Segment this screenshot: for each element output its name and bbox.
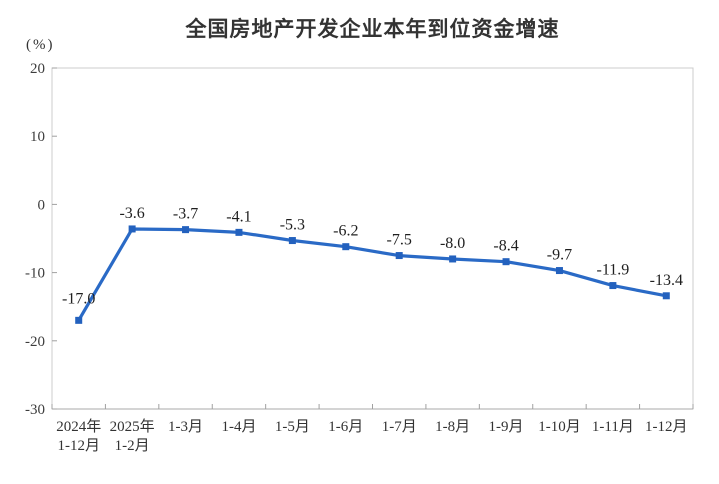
x-axis-category-label: 1-11月	[592, 419, 634, 435]
data-point-marker	[555, 267, 563, 275]
x-axis-category-label: 1-12月	[645, 419, 688, 435]
data-point-marker	[609, 282, 617, 290]
chart-title: 全国房地产开发企业本年到位资金增速	[185, 18, 560, 41]
data-point-label: -6.2	[333, 223, 358, 240]
data-point-marker	[235, 228, 243, 236]
data-point-label: -3.7	[173, 206, 198, 223]
data-point-label: -11.9	[597, 262, 630, 279]
data-point-marker	[75, 316, 83, 324]
x-axis-category-label: 1-4月	[221, 419, 256, 435]
data-series-line	[77, 227, 668, 322]
data-point-label: -13.4	[650, 272, 683, 289]
data-point-label: -7.5	[387, 232, 412, 249]
y-axis-unit-label: (%)	[26, 37, 55, 53]
data-point-marker	[395, 252, 403, 260]
data-point-label: -8.0	[440, 235, 465, 252]
x-axis-category-label: 2024年 1-12月	[56, 418, 101, 454]
data-point-marker	[449, 255, 457, 263]
data-point-marker	[662, 292, 670, 300]
data-point-marker	[288, 237, 296, 245]
y-axis-tick-label: -10	[25, 266, 45, 282]
y-axis-tick-label: 10	[30, 129, 45, 145]
x-axis-category-label: 1-3月	[168, 419, 203, 435]
data-point-label: -3.6	[119, 205, 144, 222]
y-axis-tick-label: 20	[30, 61, 45, 77]
x-axis-category-label: 1-8月	[435, 419, 470, 435]
x-axis-category-label: 1-6月	[328, 419, 363, 435]
x-axis-category-label: 1-9月	[489, 419, 524, 435]
y-axis-tick-label: 0	[38, 197, 46, 213]
data-point-marker	[342, 243, 350, 251]
data-point-label: -9.7	[547, 247, 572, 264]
data-point-label: -17.0	[62, 290, 95, 307]
data-point-label: -4.1	[226, 208, 251, 225]
x-axis-category-label: 2025年 1-2月	[110, 418, 155, 454]
data-point-marker	[182, 226, 190, 234]
data-point-marker	[128, 225, 136, 233]
y-axis-tick-label: -20	[25, 334, 45, 350]
plot-border	[51, 67, 694, 410]
x-axis-category-label: 1-7月	[382, 419, 417, 435]
x-axis-category-label: 1-10月	[538, 419, 581, 435]
data-point-label: -5.3	[280, 217, 305, 234]
data-point-marker	[502, 258, 510, 266]
y-axis-tick-label: -30	[25, 402, 45, 418]
x-axis-category-label: 1-5月	[275, 419, 310, 435]
data-point-label: -8.4	[493, 238, 518, 255]
